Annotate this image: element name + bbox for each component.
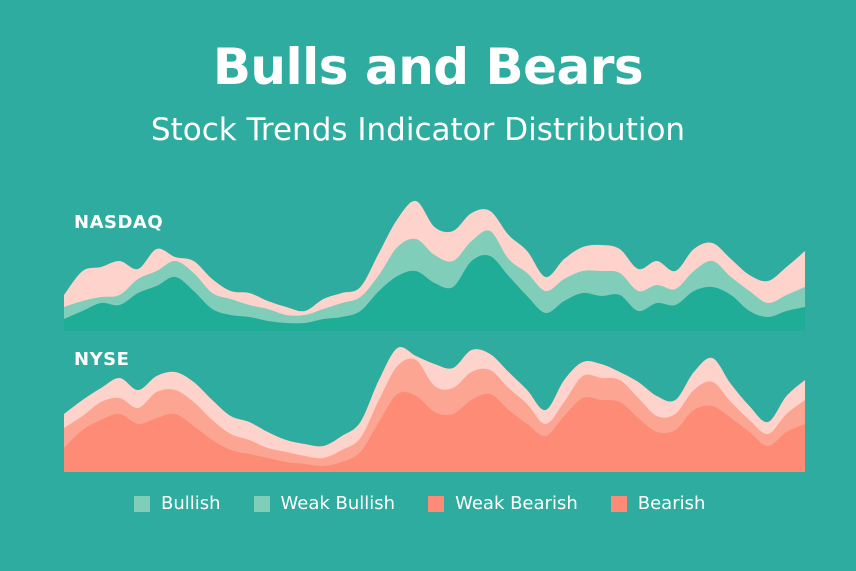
legend-label-bearish: Bearish bbox=[637, 493, 706, 514]
legend-label-bullish: Bullish bbox=[161, 493, 221, 514]
legend-item-weak-bullish: Weak Bullish bbox=[253, 493, 396, 514]
nyse-stream-chart bbox=[64, 347, 805, 472]
legend-swatch-weak-bearish bbox=[428, 495, 445, 512]
area-bearish bbox=[64, 391, 805, 472]
nyse-label: NYSE bbox=[74, 349, 130, 370]
legend-label-weak-bullish: Weak Bullish bbox=[280, 493, 396, 514]
legend-label-weak-bearish: Weak Bearish bbox=[455, 493, 578, 514]
chart-title: Bulls and Bears bbox=[212, 38, 644, 96]
legend-swatch-weak-bullish bbox=[253, 495, 270, 512]
legend-swatch-bearish bbox=[610, 495, 627, 512]
nasdaq-stream-chart bbox=[64, 200, 805, 331]
legend-item-bullish: Bullish bbox=[134, 493, 221, 514]
legend: Bullish Weak Bullish Weak Bearish Bearis… bbox=[134, 493, 738, 514]
area-bullish bbox=[64, 254, 805, 331]
chart-subtitle: Stock Trends Indicator Distribution bbox=[150, 112, 686, 148]
legend-item-bearish: Bearish bbox=[610, 493, 706, 514]
nasdaq-label: NASDAQ bbox=[74, 212, 164, 233]
legend-item-weak-bearish: Weak Bearish bbox=[428, 493, 578, 514]
legend-swatch-bullish bbox=[134, 495, 150, 512]
